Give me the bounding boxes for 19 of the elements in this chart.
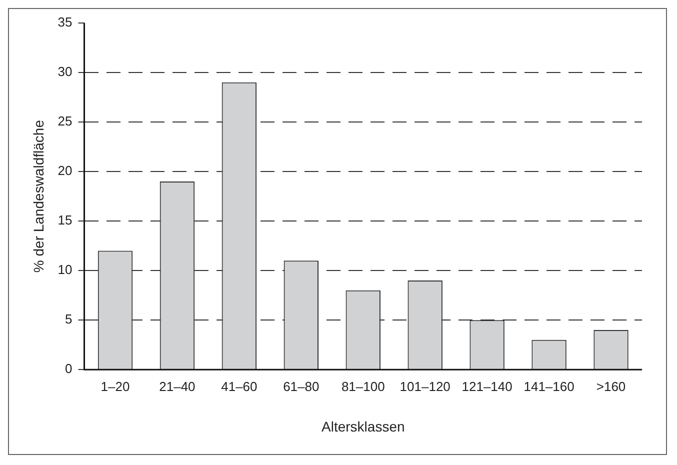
x-tick-label: 141–160 (524, 378, 574, 394)
y-tick-label: 35 (58, 14, 72, 30)
x-tick-label: 1–20 (100, 378, 130, 394)
x-tick-label: 21–40 (159, 378, 196, 394)
y-tick-label: 15 (58, 212, 72, 228)
y-tick-label: 30 (58, 64, 72, 80)
y-tick-label: 0 (65, 361, 72, 376)
x-tick-label: 121–140 (462, 378, 512, 394)
x-tick-label: 61–80 (283, 378, 320, 394)
y-tick-label: 5 (65, 312, 72, 327)
x-tick-label: 41–60 (221, 378, 258, 394)
y-tick-label: 25 (58, 114, 72, 129)
y-axis-title: % der Landeswaldfläche (30, 120, 46, 273)
x-tick-label: 101–120 (400, 378, 450, 394)
y-tick-label: 10 (58, 262, 72, 278)
x-tick-label: >160 (596, 378, 626, 394)
y-tick-label: 20 (58, 163, 72, 178)
x-tick-label: 81–100 (341, 378, 385, 394)
x-axis-title: Altersklassen (321, 418, 405, 434)
